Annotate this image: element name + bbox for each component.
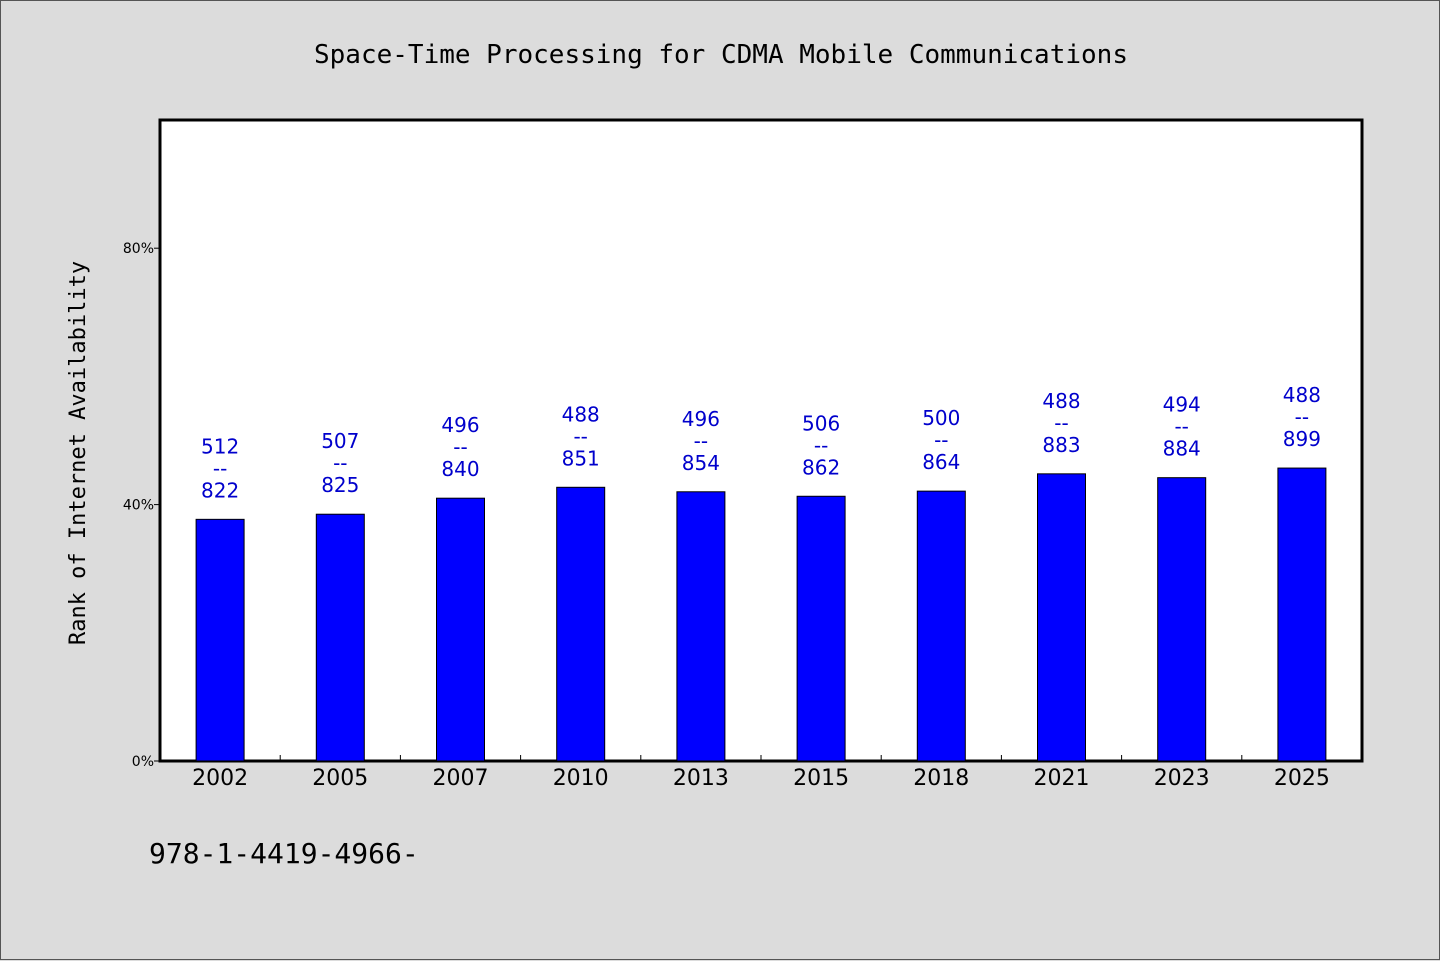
data-label-mid: --: [694, 429, 708, 453]
bar-2010: [556, 486, 606, 762]
x-tick-label: 2010: [553, 766, 609, 791]
x-tick-label: 2007: [433, 766, 489, 791]
data-label-top: 488: [1042, 389, 1080, 413]
data-label-bottom: 851: [562, 446, 600, 470]
data-labels: 512--822507--825496--840488--851496--854…: [201, 383, 1321, 502]
data-label-bottom: 864: [922, 450, 960, 474]
data-label-bottom: 883: [1042, 433, 1080, 457]
bar-2007: [436, 497, 485, 762]
bar-2005: [315, 513, 365, 762]
bar-2018: [916, 490, 966, 762]
data-label-bottom: 840: [441, 457, 479, 481]
data-label-mid: --: [1054, 411, 1068, 435]
x-tick-label: 2002: [192, 766, 248, 791]
data-label-top: 488: [1283, 383, 1321, 407]
x-tick-label: 2013: [673, 766, 729, 791]
data-label-mid: --: [573, 424, 587, 448]
data-label-bottom: 822: [201, 478, 239, 502]
x-tick-label: 2018: [913, 766, 969, 791]
data-label-mid: --: [453, 435, 467, 459]
data-label-mid: --: [814, 433, 828, 457]
bar-2025: [1277, 467, 1327, 762]
x-tick-label: 2021: [1034, 766, 1090, 791]
bar-series: [195, 467, 1327, 762]
data-label-top: 494: [1163, 393, 1201, 417]
data-label-mid: --: [934, 428, 948, 452]
data-label-top: 496: [441, 413, 479, 437]
x-tick-label: 2015: [793, 766, 849, 791]
x-tick-label: 2025: [1274, 766, 1330, 791]
data-label-bottom: 884: [1163, 437, 1201, 461]
data-label-top: 506: [802, 411, 840, 435]
y-tick-label: 80%: [123, 241, 154, 257]
footer-code: 978-1-4419-4966-: [149, 837, 419, 870]
bar-2002: [195, 518, 245, 762]
bar-2021: [1037, 473, 1086, 762]
y-tick-label: 40%: [123, 498, 154, 514]
data-label-mid: --: [333, 451, 347, 475]
data-label-mid: --: [1174, 415, 1188, 439]
data-label-bottom: 862: [802, 455, 840, 479]
data-label-top: 512: [201, 434, 239, 458]
x-tick-label: 2005: [312, 766, 368, 791]
y-axis-label: Rank of Internet Availability: [66, 261, 91, 645]
data-label-top: 496: [682, 407, 720, 431]
bar-2013: [676, 491, 726, 762]
bar-2015: [796, 495, 846, 762]
data-label-top: 507: [321, 429, 359, 453]
chart-title: Space-Time Processing for CDMA Mobile Co…: [314, 40, 1128, 70]
bar-2023: [1157, 477, 1207, 762]
y-axis-ticks: 0% 40% 80%: [123, 241, 160, 770]
x-axis-ticks: 2002 2005 2007 2010 2013 2015 2018 2021 2023 2025: [192, 755, 1330, 791]
data-label-mid: --: [1295, 405, 1309, 429]
data-label-bottom: 825: [321, 473, 359, 497]
data-label-top: 500: [922, 406, 960, 430]
data-label-bottom: 854: [682, 451, 720, 475]
data-label-top: 488: [562, 402, 600, 426]
x-tick-label: 2023: [1154, 766, 1210, 791]
y-tick-label: 0%: [132, 754, 154, 770]
data-label-bottom: 899: [1283, 427, 1321, 451]
data-label-mid: --: [213, 456, 227, 480]
